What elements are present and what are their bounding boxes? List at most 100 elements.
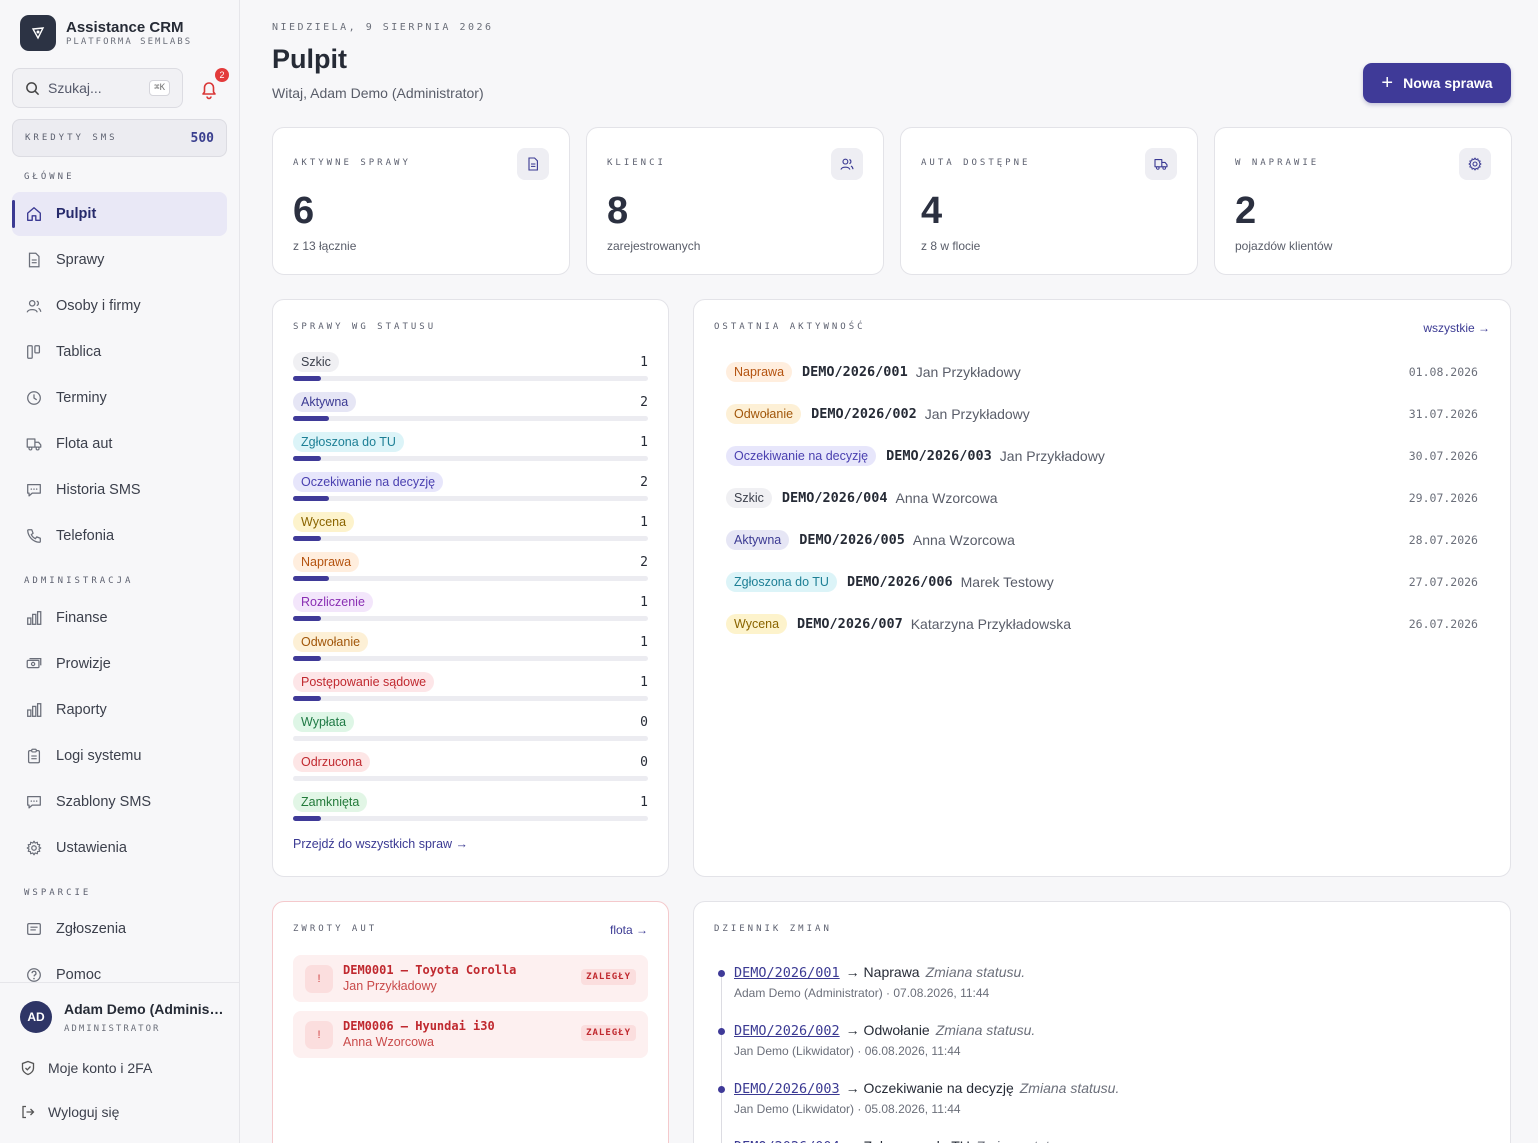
stat-value: 6	[293, 190, 315, 232]
stat-label: KLIENCI	[607, 158, 666, 168]
sidebar-item-tablica[interactable]: Tablica	[12, 330, 227, 374]
client-name: Katarzyna Przykładowska	[910, 616, 1072, 632]
account-link-label: Moje konto i 2FA	[48, 1060, 153, 1076]
status-bar-fill	[293, 496, 329, 501]
status-bar-fill	[293, 816, 321, 821]
status-badge: Wycena	[293, 512, 355, 532]
status-badge: Zamknięta	[293, 792, 368, 812]
case-link[interactable]: DEMO/2026/002	[734, 1023, 840, 1039]
sidebar-item-label: Terminy	[56, 390, 107, 406]
activity-row[interactable]: Oczekiwanie na decyzję DEMO/2026/003 Jan P…	[726, 444, 1478, 468]
fleet-link[interactable]: flota →	[609, 923, 648, 937]
sidebar-footer	[0, 982, 239, 983]
avatar[interactable]: AD	[20, 1001, 52, 1033]
return-vehicle: DEM0001 — Toyota Corolla	[343, 963, 517, 977]
status-badge: Oczekiwanie na decyzję	[726, 446, 877, 466]
sidebar-item-flota-aut[interactable]: Flota aut	[12, 422, 227, 466]
case-link[interactable]: DEMO/2026/003	[734, 1081, 840, 1097]
status-count: 1	[640, 435, 648, 450]
status-badge: Zgłoszona do TU	[726, 572, 837, 592]
sidebar-item-zgłoszenia[interactable]: Zgłoszenia	[12, 907, 227, 951]
app-logo-icon	[20, 15, 56, 51]
sidebar-item-osoby-i-firmy[interactable]: Osoby i firmy	[12, 284, 227, 328]
sidebar-item-pomoc[interactable]: Pomoc	[12, 953, 227, 997]
notification-badge: 2	[215, 68, 229, 82]
activity-all-link[interactable]: wszystkie →	[1423, 321, 1490, 335]
status-count: 2	[640, 555, 648, 570]
home-icon	[24, 204, 44, 224]
status-row[interactable]: Zamknięta 1	[293, 792, 648, 832]
sidebar-item-sprawy[interactable]: Sprawy	[12, 238, 227, 282]
all-cases-link[interactable]: Przejdź do wszystkich spraw →	[293, 837, 469, 851]
activity-row[interactable]: Szkic DEMO/2026/004 Anna Wzorcowa 29.07.202…	[726, 486, 1478, 510]
status-count: 1	[640, 595, 648, 610]
app-subtitle: PLATFORMA SEMLABS	[66, 37, 193, 47]
activity-row[interactable]: Zgłoszona do TU DEMO/2026/006 Marek Testow…	[726, 570, 1478, 594]
status-row[interactable]: Zgłoszona do TU 1	[293, 432, 648, 472]
activity-row[interactable]: Odwołanie DEMO/2026/002 Jan Przykładowy 31.…	[726, 402, 1478, 426]
activity-row[interactable]: Aktywna DEMO/2026/005 Anna Wzorcowa 28.07.2…	[726, 528, 1478, 552]
change-meta: Adam Demo (Administrator) · 07.08.2026, …	[734, 986, 990, 1000]
status-badge: Rozliczenie	[293, 592, 373, 612]
sidebar-item-telefonia[interactable]: Telefonia	[12, 514, 227, 558]
logout-label: Wyloguj się	[48, 1104, 120, 1120]
help-icon	[24, 965, 44, 985]
status-row[interactable]: Wypłata 0	[293, 712, 648, 752]
return-item[interactable]: ! DEM0006 — Hyundai i30 Anna Wzorcowa ZALEG…	[293, 1011, 648, 1058]
stat-subtext: z 13 łącznie	[293, 239, 357, 253]
file-icon	[517, 148, 549, 180]
return-item[interactable]: ! DEM0001 — Toyota Corolla Jan Przykładowy…	[293, 955, 648, 1002]
search-icon	[26, 81, 40, 95]
account-link[interactable]: Moje konto i 2FA	[20, 1060, 152, 1076]
status-row[interactable]: Wycena 1	[293, 512, 648, 552]
status-row[interactable]: Rozliczenie 1	[293, 592, 648, 632]
status-row[interactable]: Oczekiwanie na decyzję 2	[293, 472, 648, 512]
status-bar-track	[293, 776, 648, 781]
sidebar-item-szablony-sms[interactable]: Szablony SMS	[12, 780, 227, 824]
activity-date: 01.08.2026	[1408, 365, 1478, 379]
shield-icon	[21, 1060, 35, 1076]
returns-card: ZWROTY AUT flota → ! DEM0001 — Toyota Cor…	[272, 901, 669, 1143]
case-link[interactable]: DEMO/2026/004	[734, 1139, 840, 1143]
change-note: Zmiana statusu.	[1019, 1080, 1120, 1096]
status-bar-fill	[293, 416, 329, 421]
status-row[interactable]: Naprawa 2	[293, 552, 648, 592]
sidebar-item-ustawienia[interactable]: Ustawienia	[12, 826, 227, 870]
new-case-button[interactable]: + Nowa sprawa	[1363, 63, 1511, 103]
new-case-label: Nowa sprawa	[1403, 75, 1493, 91]
activity-card-title: OSTATNIA AKTYWNOŚĆ	[714, 322, 866, 332]
status-bar-track	[293, 576, 648, 581]
search-box[interactable]: Szukaj... ⌘K	[12, 68, 183, 108]
status-row[interactable]: Postępowanie sądowe 1	[293, 672, 648, 712]
status-bar-track	[293, 736, 648, 741]
case-code: DEMO/2026/006	[846, 574, 953, 590]
sidebar-item-prowizje[interactable]: Prowizje	[12, 642, 227, 686]
status-row[interactable]: Szkic 1	[293, 352, 648, 392]
sidebar-item-pulpit[interactable]: Pulpit	[12, 192, 227, 236]
bell-icon[interactable]	[198, 78, 220, 100]
activity-row[interactable]: Wycena DEMO/2026/007 Katarzyna Przykładows…	[726, 612, 1478, 636]
changelog-main: DEMO/2026/002 → Odwołanie Zmiana statusu.	[734, 1022, 1035, 1039]
sidebar-item-finanse[interactable]: Finanse	[12, 596, 227, 640]
sidebar-item-logi-systemu[interactable]: Logi systemu	[12, 734, 227, 778]
status-row[interactable]: Aktywna 2	[293, 392, 648, 432]
status-badge: Naprawa	[293, 552, 360, 572]
case-code: DEMO/2026/002	[811, 406, 917, 422]
change-note: Zmiana statusu.	[935, 1022, 1036, 1038]
case-link[interactable]: DEMO/2026/001	[734, 965, 840, 981]
current-date: NIEDZIELA, 9 SIERPNIA 2026	[272, 22, 494, 33]
sidebar-item-label: Historia SMS	[56, 482, 141, 498]
status-badge: Wypłata	[293, 712, 355, 732]
sidebar-item-historia-sms[interactable]: Historia SMS	[12, 468, 227, 512]
status-row[interactable]: Odwołanie 1	[293, 632, 648, 672]
users-icon	[831, 148, 863, 180]
plus-icon: +	[1381, 72, 1394, 94]
sidebar-item-raporty[interactable]: Raporty	[12, 688, 227, 732]
sidebar-item-terminy[interactable]: Terminy	[12, 376, 227, 420]
activity-row[interactable]: Naprawa DEMO/2026/001 Jan Przykładowy 01.08…	[726, 360, 1478, 384]
status-row[interactable]: Odrzucona 0	[293, 752, 648, 792]
logout-link[interactable]: Wyloguj się	[20, 1104, 119, 1120]
brand[interactable]: Assistance CRM PLATFORMA SEMLABS	[20, 15, 192, 51]
status-count: 1	[640, 355, 648, 370]
activity-date: 30.07.2026	[1408, 449, 1478, 463]
